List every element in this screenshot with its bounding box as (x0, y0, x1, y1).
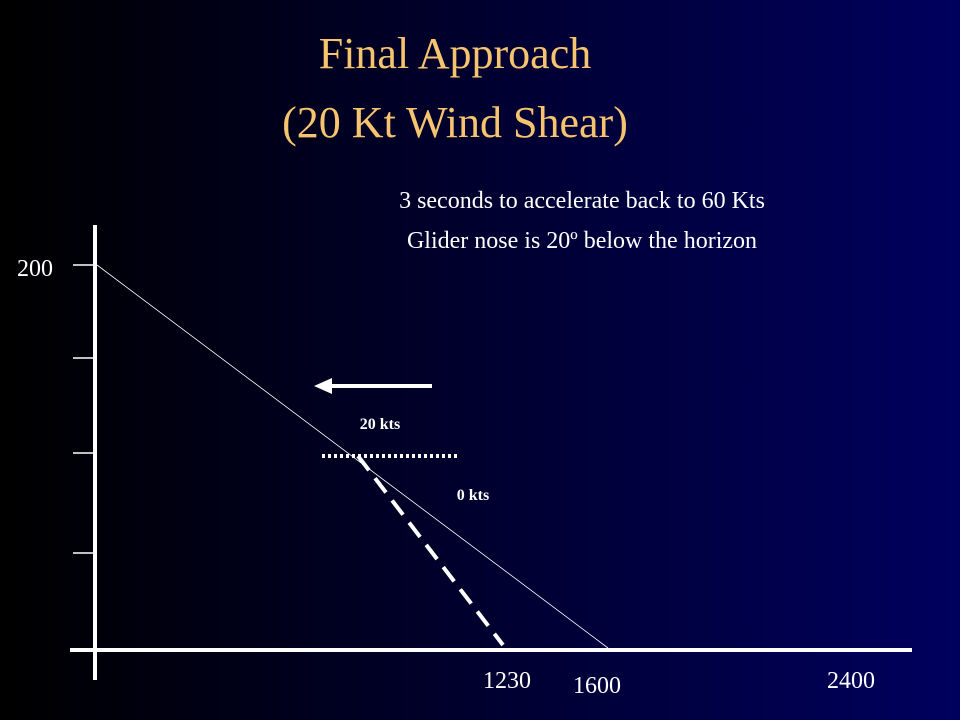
shear-path (356, 454, 505, 647)
distance-label: 1230 (483, 668, 531, 694)
distance-label: 1600 (573, 673, 621, 699)
note: Glider nose is 20º below the horizon (407, 228, 757, 254)
title-line: Final Approach (319, 29, 592, 78)
wind-label: 20 kts (360, 416, 400, 433)
distance-label: 2400 (827, 668, 875, 694)
note: 3 seconds to accelerate back to 60 Kts (399, 188, 765, 214)
title-line: (20 Kt Wind Shear) (282, 98, 628, 147)
arrow-head (314, 378, 332, 394)
height-label: 200 (17, 256, 53, 282)
ticks (73, 264, 95, 554)
wind-label: 0 kts (457, 487, 489, 504)
